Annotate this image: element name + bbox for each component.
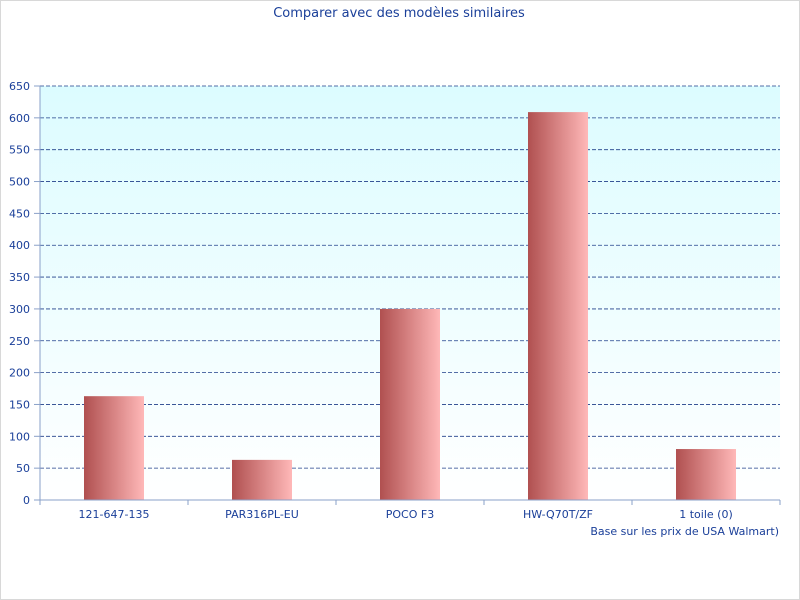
y-tick-label: 100 [9,430,30,443]
y-tick-label: 50 [16,462,30,475]
bar [84,396,144,500]
bar [528,112,588,501]
y-tick-label: 600 [9,112,30,125]
bars [84,112,736,501]
x-category-label: POCO F3 [386,508,434,521]
bar [380,308,440,500]
x-category-label: 1 toile (0) [679,508,733,521]
y-tick-label: 300 [9,303,30,316]
y-tick-label: 450 [9,207,30,220]
axes [34,85,781,505]
x-category-label: 121-647-135 [79,508,150,521]
bar [676,449,736,500]
y-tick-label: 200 [9,367,30,380]
chart-title: Comparer avec des modèles similaires [273,6,525,21]
x-category-label: PAR316PL-EU [225,508,299,521]
y-tick-label: 150 [9,398,30,411]
bar [232,459,292,500]
y-tick-label: 500 [9,176,30,189]
price-source-note: Base sur les prix de USA Walmart) [590,525,779,538]
y-tick-label: 250 [9,335,30,348]
y-tick-label: 650 [9,80,30,93]
y-tick-label: 400 [9,239,30,252]
y-tick-labels: 0 50 100 150 200 250 300 350 400 450 500 550 600 650 [9,80,30,507]
x-category-label: HW-Q70T/ZF [523,508,593,521]
x-category-labels: 121-647-135 PAR316PL-EU POCO F3 HW-Q70T/ZF 1… [79,508,733,521]
y-tick-label: 0 [23,494,30,507]
y-tick-label: 350 [9,271,30,284]
y-tick-label: 550 [9,144,30,157]
